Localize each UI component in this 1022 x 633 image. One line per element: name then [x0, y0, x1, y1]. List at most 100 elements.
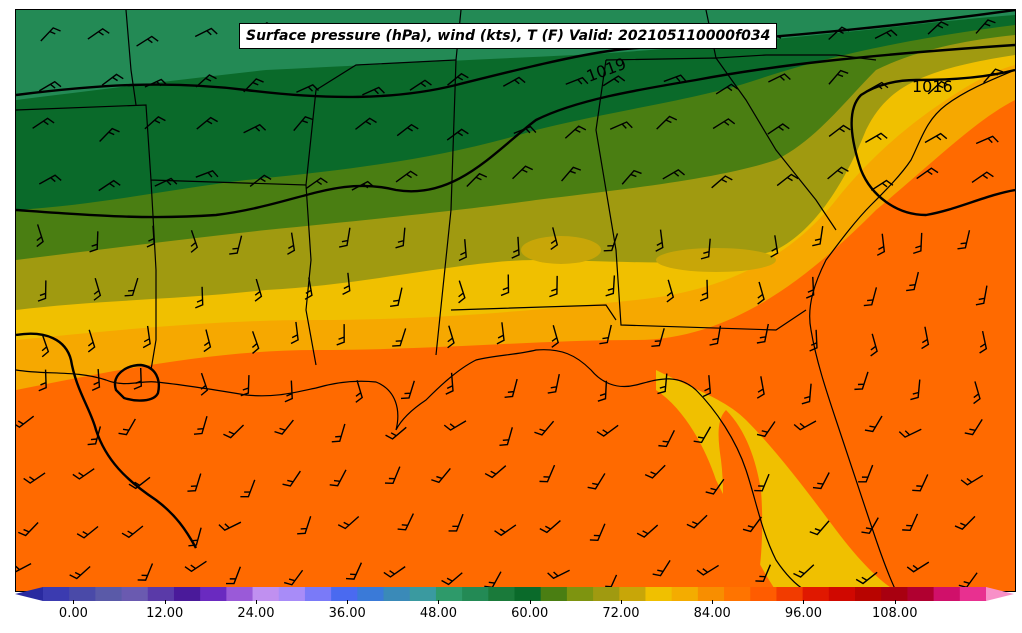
wind-barb [494, 524, 517, 537]
wind-barb [87, 27, 110, 40]
wind-barb [240, 479, 256, 498]
wind-barb [16, 415, 35, 429]
wind-barb [443, 420, 467, 431]
colorbar-tick-label: 72.00 [602, 606, 640, 621]
colorbar-tick [438, 600, 440, 604]
colorbar-segment [304, 587, 332, 601]
colorbar-segment [173, 587, 201, 601]
wind-barb [511, 236, 520, 259]
colorbar-tick [164, 600, 166, 604]
colorbar-segment [69, 587, 96, 601]
wind-barb [712, 118, 736, 130]
colorbar-segment [776, 587, 804, 601]
colorbar-segment [435, 587, 463, 601]
colorbar-tick-label: 84.00 [693, 606, 731, 621]
wind-barb [768, 73, 791, 83]
coastlines-and-borders [16, 10, 1015, 591]
wind-barb [809, 329, 818, 352]
wind-barb [243, 123, 267, 134]
wind-barb [770, 235, 779, 258]
wind-barb [496, 322, 505, 345]
wind-barb [858, 464, 874, 483]
wind-barb [284, 380, 293, 403]
colorbar-segment [147, 587, 175, 601]
wind-barb [599, 324, 612, 345]
wind-barb [539, 464, 556, 483]
wind-barb [355, 117, 377, 130]
wind-barb [513, 125, 537, 135]
wind-barb [355, 380, 363, 403]
colorbar-segment [697, 587, 725, 601]
wind-barb [305, 177, 328, 190]
wind-barb [696, 564, 719, 576]
wind-barb [756, 376, 765, 399]
colorbar-tick-label: 0.00 [58, 606, 88, 621]
wind-barb [547, 373, 560, 394]
wind-barb [597, 380, 608, 402]
wind-barb [448, 513, 464, 532]
wind-barb [337, 515, 360, 530]
wind-barb [587, 473, 606, 490]
wind-barb [960, 474, 984, 486]
wind-barb [705, 478, 725, 495]
colorbar-extend-high [986, 587, 1014, 601]
wind-barb [550, 227, 559, 250]
wind-barb [441, 572, 463, 586]
wind-barb [756, 421, 776, 438]
wind-barb [445, 372, 454, 395]
colorbar-segment [802, 587, 830, 601]
wind-barb [912, 474, 929, 492]
map-title: Surface pressure (hPa), wind (kts), T (F… [239, 23, 778, 49]
wind-barb [655, 229, 664, 252]
wind-barb [776, 173, 799, 187]
wind-barb [195, 169, 219, 178]
wind-barb [827, 166, 849, 180]
wind-barb [876, 233, 886, 256]
wind-barb [293, 116, 314, 132]
wind-barb [190, 230, 199, 253]
colorbar-segment [828, 587, 856, 601]
wind-barb [602, 75, 626, 87]
wind-barb [870, 333, 878, 357]
colorbar-segment [252, 587, 280, 601]
wind-barb [287, 232, 296, 255]
wind-barb [504, 378, 518, 399]
wind-barb [384, 466, 401, 485]
wind-barb [137, 563, 154, 581]
wind-barb [971, 171, 994, 184]
wind-barb [652, 560, 671, 577]
wind-barb [757, 281, 765, 305]
wind-barb [296, 84, 319, 93]
wind-barb [699, 279, 709, 302]
wind-barb [297, 516, 312, 535]
wind-barb [400, 380, 415, 400]
colorbar-segment [540, 587, 568, 601]
wind-barb [223, 424, 245, 439]
wind-barb [128, 476, 151, 490]
wind-barb [225, 566, 242, 585]
colorbar-segment [933, 587, 961, 601]
wind-barb [339, 227, 351, 248]
wind-barb [36, 224, 44, 248]
colorbar-tick [894, 600, 896, 604]
wind-barb [144, 116, 166, 130]
wind-barb [154, 177, 178, 187]
wind-barb [351, 180, 375, 191]
wind-barb [828, 124, 851, 138]
wind-barb [870, 179, 894, 191]
wind-barb [229, 235, 243, 255]
colorbar-segment [566, 587, 594, 601]
wind-barb [240, 375, 250, 397]
wind-barb [549, 275, 558, 298]
wind-barb [446, 128, 469, 141]
wind-barb [973, 381, 981, 405]
wind-barb [133, 367, 143, 390]
wind-barb [392, 328, 407, 347]
wind-barb [385, 426, 407, 440]
wind-barb [861, 517, 879, 535]
wind-barb [142, 325, 151, 349]
wind-barb [979, 330, 988, 354]
wind-barb [715, 83, 739, 95]
wind-barb [793, 564, 815, 578]
wind-barb [389, 287, 403, 308]
